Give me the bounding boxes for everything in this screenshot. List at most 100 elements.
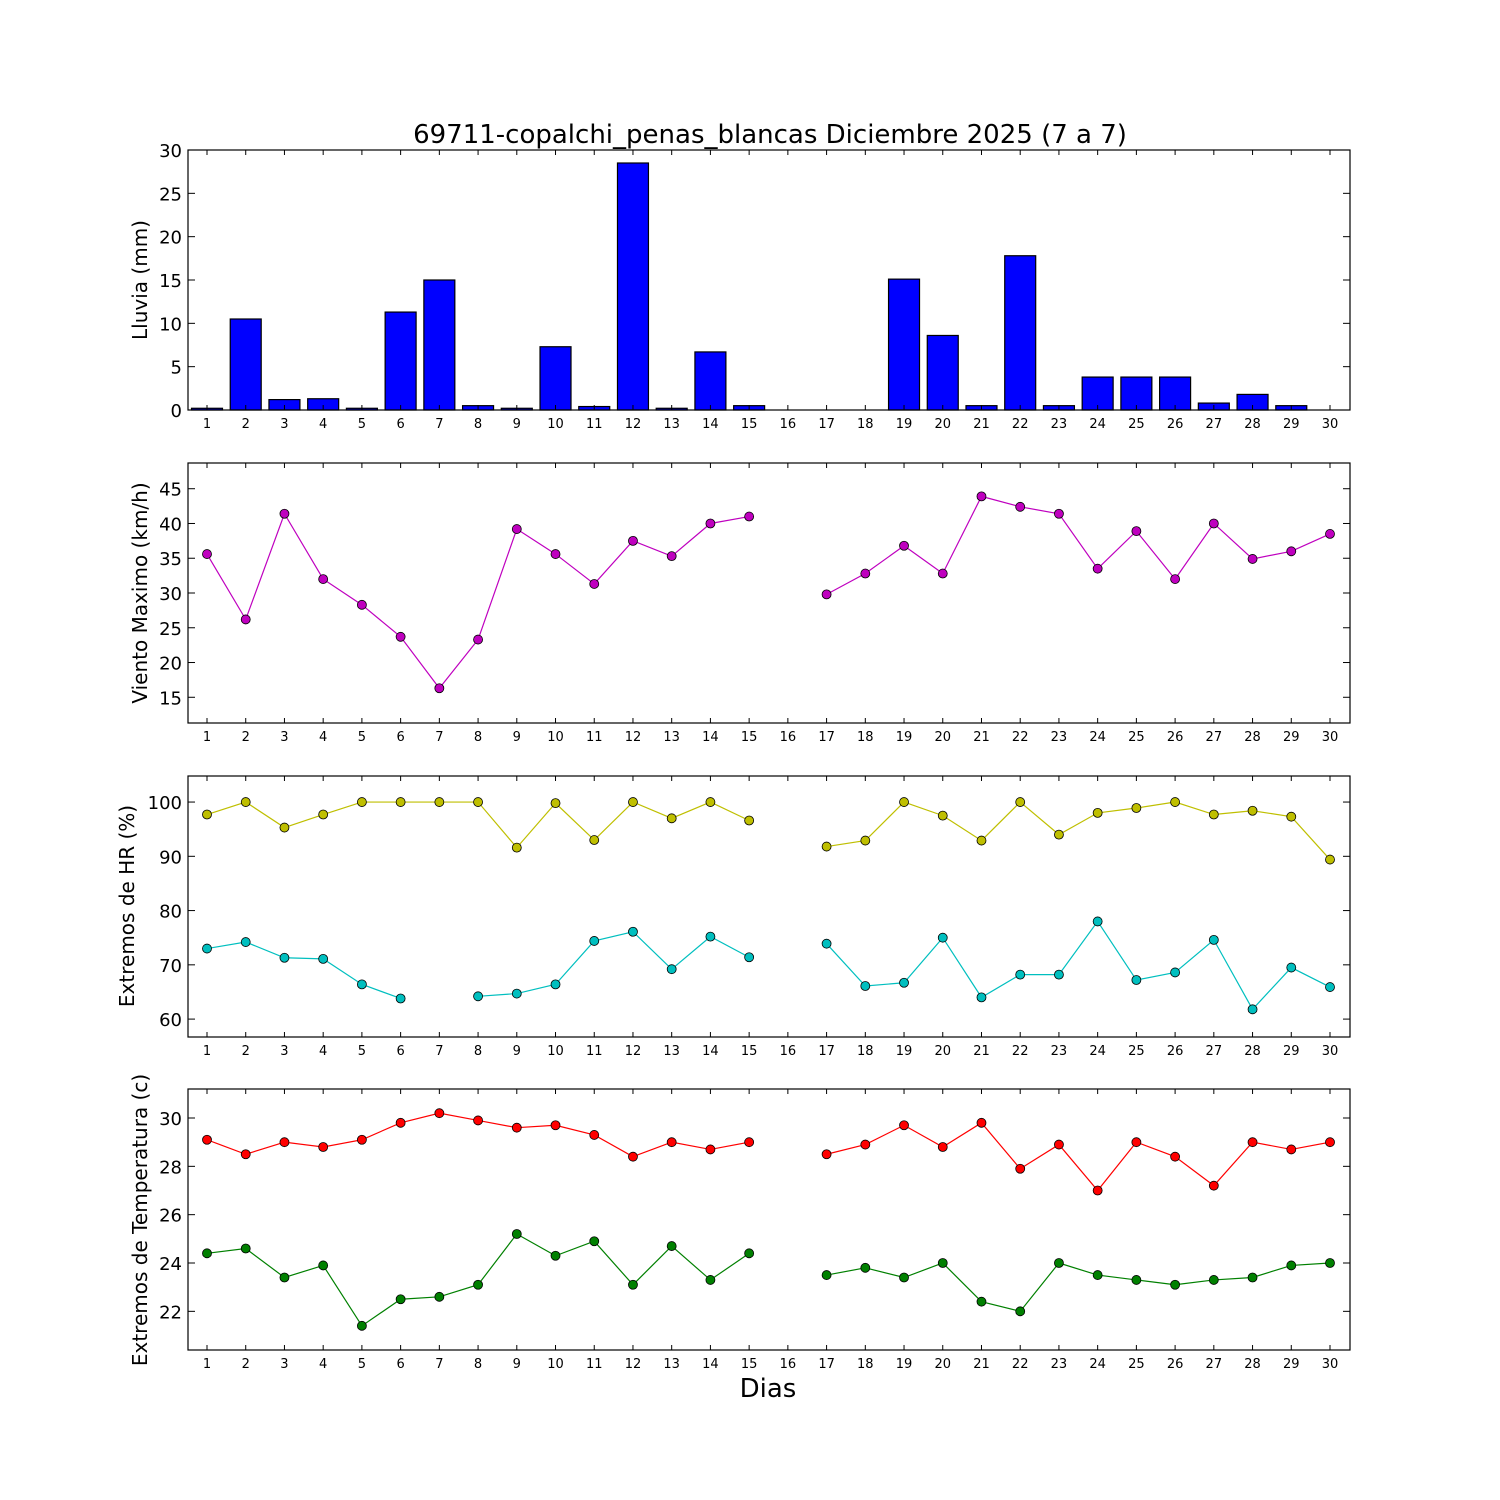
point-series-1-day-14 [705,931,716,942]
x-tick-label: 20 [934,417,951,432]
point-series-0-day-24 [1092,1185,1103,1196]
point-series-0-day-18 [860,835,871,846]
x-tick-label: 28 [1244,730,1261,745]
x-tick-label: 12 [625,1357,642,1372]
x-tick-label: 13 [663,417,680,432]
point-series-0-day-4 [318,574,329,584]
point-series-0-day-14 [705,797,716,807]
x-tick-label: 20 [934,730,951,745]
point-series-0-day-6 [395,1117,406,1128]
x-tick-label: 13 [663,730,680,745]
point-series-0-day-21 [976,835,987,846]
x-tick-label: 12 [625,1044,642,1059]
x-tick-label: 26 [1167,1357,1184,1372]
point-series-1-day-13 [666,964,677,975]
y-label-viento: Viento Maximo (km/h) [128,482,152,703]
point-series-0-day-19 [899,540,909,551]
point-series-1-day-12 [628,926,638,937]
x-tick-label: 6 [396,417,404,432]
bar-day-10 [539,346,572,411]
point-series-1-day-7 [434,1291,445,1302]
x-tick-label: 1 [203,1357,211,1372]
x-tick-label: 1 [203,730,211,745]
x-tick-label: 15 [741,1044,758,1059]
point-series-0-day-19 [899,1120,909,1131]
point-series-1-day-8 [473,1279,483,1290]
point-series-0-day-9 [511,524,522,534]
y-tick-label: 22 [159,1302,182,1323]
point-series-1-day-3 [279,1272,290,1283]
point-series-0-day-2 [240,1149,251,1160]
x-tick-label: 6 [396,1044,404,1059]
point-series-0-day-11 [589,579,600,589]
point-series-1-day-17 [821,1270,832,1280]
x-tick-label: 11 [586,1357,603,1372]
x-tick-label: 9 [513,417,521,432]
point-series-1-day-11 [589,936,600,946]
series-line-1-1 [826,1262,1331,1313]
x-tick-label: 19 [896,1357,913,1372]
point-series-1-day-1 [202,1248,212,1259]
y-tick-label: 30 [159,141,182,162]
point-series-0-day-23 [1054,1139,1064,1150]
x-tick-label: 14 [702,1357,719,1372]
x-tick-label: 12 [625,730,642,745]
x-tick-label: 21 [973,1357,990,1372]
point-series-1-day-26 [1170,1279,1181,1290]
y-label-lluvia: Lluvia (mm) [128,220,152,340]
point-series-1-day-1 [202,943,212,954]
series-line-1-2 [826,920,1331,1011]
x-tick-label: 18 [857,417,874,432]
point-series-0-day-12 [628,1151,638,1162]
x-tick-label: 28 [1244,1044,1261,1059]
x-tick-label: 16 [780,1044,797,1059]
point-series-0-day-29 [1286,811,1297,822]
point-series-0-day-18 [860,568,871,579]
y-tick-label: 30 [159,1109,182,1130]
point-series-1-day-28 [1247,1004,1258,1015]
y-tick-label: 60 [159,1010,182,1031]
x-tick-label: 22 [1012,730,1029,745]
x-tick-label: 2 [242,1357,250,1372]
y-tick-label: 20 [159,228,182,249]
x-tick-label: 10 [547,1357,564,1372]
point-series-1-day-8 [473,991,483,1002]
x-tick-label: 30 [1322,417,1339,432]
y-tick-label: 35 [159,549,182,570]
x-tick-label: 29 [1283,417,1300,432]
point-series-1-day-18 [860,981,871,991]
x-tick-label: 24 [1089,1357,1106,1372]
point-series-1-day-23 [1054,1258,1064,1268]
x-tick-label: 7 [435,730,443,745]
point-series-0-day-11 [589,835,600,845]
point-series-1-day-21 [976,992,987,1003]
point-series-0-day-6 [395,797,406,807]
point-series-0-day-25 [1131,526,1142,537]
x-tick-label: 18 [857,1357,874,1372]
x-tick-label: 1 [203,417,211,432]
y-tick-label: 90 [159,847,182,868]
point-series-0-day-25 [1131,1137,1142,1148]
point-series-1-day-27 [1208,934,1219,945]
y-label-temperatura: Extremos de Temperatura (c) [128,1074,152,1366]
x-tick-label: 27 [1206,417,1223,432]
point-series-0-day-12 [628,535,638,546]
y-tick-label: 30 [159,584,182,605]
point-series-0-day-17 [821,589,832,600]
y-tick-label: 45 [159,480,182,501]
point-series-1-day-5 [356,1320,367,1331]
x-tick-label: 8 [474,730,482,745]
axes-frame [187,775,1351,1038]
x-tick-label: 3 [280,1044,288,1059]
x-tick-label: 24 [1089,1044,1106,1059]
point-series-0-day-7 [434,1108,445,1119]
x-tick-label: 4 [319,417,327,432]
bar-day-7 [423,279,456,411]
x-tick-label: 7 [435,417,443,432]
x-tick-label: 5 [358,1044,366,1059]
point-series-1-day-9 [511,988,522,999]
y-tick-label: 100 [148,793,182,814]
point-series-1-day-2 [240,937,251,947]
x-tick-label: 30 [1322,730,1339,745]
